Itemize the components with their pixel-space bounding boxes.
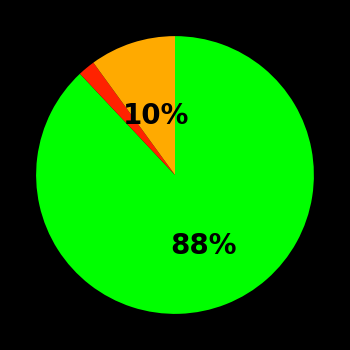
Wedge shape [80,63,175,175]
Text: 10%: 10% [122,102,189,130]
Wedge shape [93,36,175,175]
Text: 88%: 88% [170,232,236,260]
Wedge shape [36,36,314,314]
